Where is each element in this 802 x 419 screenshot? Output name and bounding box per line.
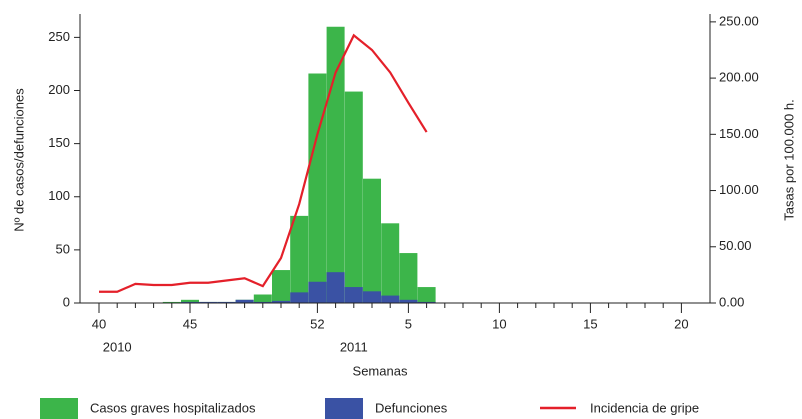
bar [326,272,345,303]
bar [253,301,272,303]
y2-axis-title: Tasas por 100.000 h. [781,99,796,220]
y2-tick-label: 250.00 [719,13,759,28]
bar [181,301,199,303]
bar [217,301,236,303]
y-tick-label: 250 [48,29,70,44]
y2-tick-label: 200.00 [719,70,759,85]
bar [381,295,400,303]
x-tick-label: 20 [674,316,688,331]
bar [199,301,218,303]
bar [417,301,436,303]
legend-swatch [325,398,363,419]
x-tick-label: 40 [92,316,106,331]
legend-swatch [40,398,78,419]
year-label: 2010 [103,339,132,354]
x-axis-title: Semanas [353,363,408,378]
y2-tick-label: 50.00 [719,238,752,253]
bar [235,299,254,303]
bar [290,215,309,303]
x-tick-label: 45 [183,316,197,331]
bar [417,287,436,303]
bar [308,73,327,303]
year-label: 2011 [340,339,368,354]
bar [344,91,363,303]
line [99,33,428,293]
y-tick-label: 50 [56,241,70,256]
y-tick-label: 150 [48,135,70,150]
bar [344,287,363,303]
x-tick-label: 10 [492,316,506,331]
bar [272,300,290,303]
bar [381,223,400,303]
bar [399,253,418,303]
legend-label: Casos graves hospitalizados [90,400,256,415]
x-tick-label: 5 [405,316,412,331]
y2-tick-label: 150.00 [719,126,759,141]
bar [363,178,381,303]
bar [181,299,199,303]
y-tick-label: 0 [63,294,70,309]
bar [399,299,418,303]
y2-tick-label: 100.00 [719,182,759,197]
y2-tick-label: 0.00 [719,294,744,309]
x-tick-label: 15 [583,316,597,331]
bar [290,292,309,303]
bar [326,26,345,303]
bar [253,294,272,303]
bar [272,270,290,303]
legend-label: Incidencia de gripe [590,400,699,415]
x-tick-label: 52 [310,316,324,331]
y-axis-title: Nº de casos/defunciones [11,88,26,232]
bar [308,281,327,303]
bar [162,301,181,303]
y-tick-label: 100 [48,188,70,203]
legend-label: Defunciones [375,400,448,415]
y-tick-label: 200 [48,82,70,97]
bar [363,291,381,303]
